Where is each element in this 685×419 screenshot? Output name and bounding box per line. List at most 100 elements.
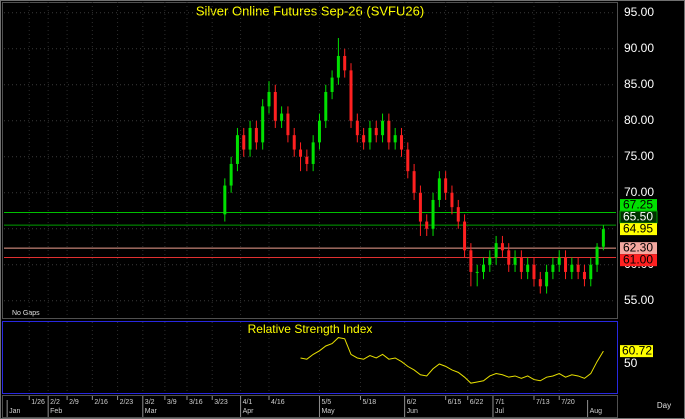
x-tick-label: 1/26 bbox=[31, 399, 45, 406]
candle-body bbox=[286, 113, 290, 136]
rsi-panel bbox=[2, 321, 618, 394]
y-tick-label: 95.00 bbox=[624, 5, 654, 19]
x-tick-label: 3/2 bbox=[145, 399, 155, 406]
candle-body bbox=[317, 120, 321, 143]
x-tick-label: 3/23 bbox=[214, 399, 228, 406]
candle-body bbox=[500, 243, 504, 251]
candle-body bbox=[242, 135, 246, 150]
month-label: Jan bbox=[9, 408, 20, 415]
price-tag-box bbox=[620, 199, 657, 212]
x-tick-label: 3/9 bbox=[167, 399, 177, 406]
price-tag: 61.00 bbox=[623, 252, 653, 266]
candle-body bbox=[292, 135, 296, 150]
candle-body bbox=[576, 264, 580, 272]
candle-body bbox=[267, 91, 271, 107]
x-tick-label: 6/15 bbox=[448, 399, 462, 406]
rsi-line bbox=[300, 337, 604, 384]
candle-body bbox=[425, 221, 429, 229]
candle-body bbox=[463, 221, 467, 251]
y-tick-label: 90.00 bbox=[624, 41, 654, 55]
date-axis bbox=[2, 395, 618, 418]
x-tick-label: 3/16 bbox=[189, 399, 203, 406]
candle-body bbox=[311, 142, 315, 164]
y-tick-label: 85.00 bbox=[624, 77, 654, 91]
candle-body bbox=[280, 113, 284, 121]
candle-body bbox=[305, 156, 309, 164]
price-panel bbox=[2, 2, 618, 319]
candle-body bbox=[532, 264, 536, 280]
candle-body bbox=[507, 250, 511, 265]
candle-body bbox=[261, 106, 265, 143]
x-tick-label: 5/5 bbox=[321, 399, 331, 406]
candle-body bbox=[513, 257, 517, 265]
candle-body bbox=[374, 127, 378, 136]
month-label: May bbox=[321, 408, 335, 415]
x-tick-label: 2/2 bbox=[50, 399, 60, 406]
candle-body bbox=[482, 264, 486, 272]
candle-body bbox=[564, 257, 568, 272]
candle-body bbox=[456, 207, 460, 222]
price-tag: 65.50 bbox=[623, 209, 653, 223]
candle-body bbox=[526, 264, 530, 272]
candle-body bbox=[431, 199, 435, 229]
rsi-tag: 60.72 bbox=[622, 343, 652, 357]
candle-body bbox=[355, 120, 359, 136]
x-tick-label: 2/23 bbox=[120, 399, 134, 406]
x-tick-label: 2/16 bbox=[94, 399, 108, 406]
x-tick-label: 7/13 bbox=[536, 399, 550, 406]
candle-body bbox=[437, 178, 441, 200]
candle-body bbox=[393, 135, 397, 143]
x-tick-label: 6/22 bbox=[470, 399, 484, 406]
candle-body bbox=[362, 135, 366, 143]
x-tick-label: 7/1 bbox=[495, 399, 505, 406]
price-tag-box bbox=[620, 223, 657, 236]
candle-body bbox=[336, 55, 340, 78]
candle-body bbox=[519, 257, 523, 272]
y-tick-label: 55.00 bbox=[624, 293, 654, 307]
price-tag: 67.25 bbox=[623, 197, 653, 211]
price-tag: 64.95 bbox=[623, 221, 653, 235]
x-tick-label: 5/18 bbox=[362, 399, 376, 406]
x-tick-label: 4/1 bbox=[243, 399, 253, 406]
chart-title: Silver Online Futures Sep-26 (SVFU26) bbox=[196, 3, 424, 18]
price-tag-box bbox=[620, 242, 657, 255]
candle-body bbox=[299, 149, 303, 157]
candle-body bbox=[595, 246, 599, 265]
candle-body bbox=[223, 185, 227, 215]
candle-body bbox=[406, 149, 410, 172]
month-label: Aug bbox=[590, 408, 603, 415]
price-tag-box bbox=[620, 254, 657, 267]
x-axis-label: Day bbox=[657, 401, 671, 410]
candle-body bbox=[330, 77, 334, 92]
candle-body bbox=[343, 55, 347, 71]
y-tick-label: 75.00 bbox=[624, 149, 654, 163]
x-tick-label: 2/9 bbox=[69, 399, 79, 406]
candle-body bbox=[418, 192, 422, 222]
month-label: Apr bbox=[243, 408, 255, 415]
candle-body bbox=[368, 127, 372, 143]
rsi-tag-box bbox=[620, 345, 653, 358]
candle-body bbox=[381, 120, 385, 136]
candle-body bbox=[235, 135, 239, 164]
price-tag: 62.30 bbox=[623, 240, 653, 254]
candle-body bbox=[545, 271, 549, 287]
candle-body bbox=[412, 171, 416, 193]
candle-body bbox=[450, 192, 454, 208]
rsi-tick-label: 50 bbox=[624, 356, 638, 370]
candle-body bbox=[273, 91, 277, 121]
candle-body bbox=[324, 91, 328, 121]
y-tick-label: 70.00 bbox=[624, 185, 654, 199]
candle-body bbox=[254, 127, 258, 143]
candle-body bbox=[444, 178, 448, 193]
candle-body bbox=[387, 120, 391, 143]
month-label: Jul bbox=[495, 408, 504, 415]
candle-body bbox=[469, 250, 473, 272]
candle-body bbox=[399, 135, 403, 150]
x-tick-label: 4/16 bbox=[271, 399, 285, 406]
candle-body bbox=[475, 271, 479, 273]
candle-body bbox=[582, 271, 586, 280]
candle-body bbox=[570, 264, 574, 272]
gap-note: No Gaps bbox=[12, 310, 40, 317]
